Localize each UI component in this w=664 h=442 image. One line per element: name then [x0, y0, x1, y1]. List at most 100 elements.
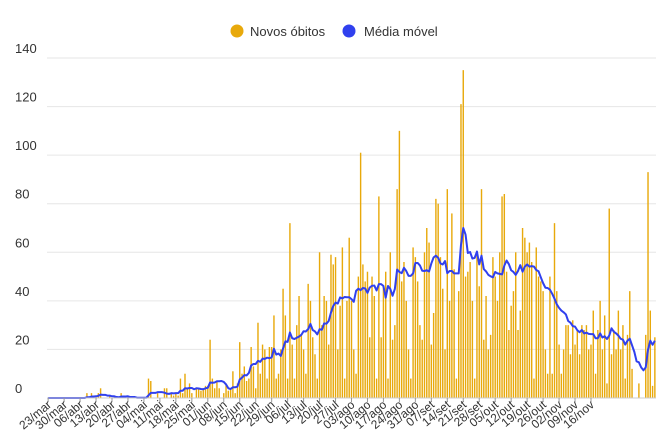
bar-novos-obitos: [581, 325, 583, 398]
bar-novos-obitos: [346, 300, 348, 398]
bar-novos-obitos: [583, 330, 585, 398]
bar-novos-obitos: [182, 393, 184, 398]
bar-novos-obitos: [603, 315, 606, 398]
bar-novos-obitos: [387, 378, 389, 398]
bar-novos-obitos: [186, 388, 188, 398]
bar-novos-obitos: [300, 334, 303, 398]
bar-novos-obitos: [375, 378, 378, 398]
bar-novos-obitos: [610, 354, 613, 398]
bar-novos-obitos: [521, 228, 524, 398]
bar-novos-obitos: [464, 276, 467, 398]
bar-novos-obitos: [259, 373, 261, 398]
bar-novos-obitos: [565, 325, 567, 398]
bar-novos-obitos: [357, 276, 360, 398]
bar-novos-obitos: [307, 283, 309, 398]
legend-item-media-movel[interactable]: Média móvel: [342, 24, 438, 39]
bar-novos-obitos: [318, 252, 321, 398]
bar-novos-obitos: [530, 262, 533, 398]
bar-novos-obitos: [325, 300, 328, 398]
bar-novos-obitos: [355, 373, 357, 398]
bar-novos-obitos: [282, 288, 284, 398]
bar-novos-obitos: [350, 300, 353, 398]
bar-novos-obitos: [293, 378, 296, 398]
bar-novos-obitos: [327, 344, 330, 398]
bar-novos-obitos: [503, 194, 506, 398]
bar-novos-obitos: [405, 300, 407, 398]
bar-novos-obitos: [455, 378, 458, 398]
bar-novos-obitos: [252, 366, 255, 398]
bar-novos-obitos: [430, 344, 433, 398]
bar-novos-obitos: [597, 330, 599, 398]
bar-novos-obitos: [492, 257, 494, 398]
x-axis: 23/mar30/mar06/abr13/abr20/abr27/abr04/m…: [16, 397, 656, 432]
bar-novos-obitos: [147, 378, 150, 398]
bar-novos-obitos: [362, 264, 364, 398]
bar-novos-obitos: [248, 378, 250, 398]
bar-novos-obitos: [284, 315, 287, 398]
bar-novos-obitos: [576, 330, 579, 398]
bar-novos-obitos: [343, 378, 346, 398]
bar-novos-obitos: [649, 310, 652, 398]
bar-novos-obitos: [177, 395, 179, 398]
legend-marker-media-movel: [342, 24, 356, 38]
bar-novos-obitos: [626, 334, 629, 398]
bar-novos-obitos: [629, 291, 631, 398]
bar-novos-obitos: [332, 264, 334, 398]
legend-item-novos-obitos[interactable]: Novos óbitos: [230, 24, 326, 39]
bar-novos-obitos: [494, 276, 496, 398]
bar-novos-obitos: [453, 269, 455, 398]
bar-novos-obitos: [236, 383, 239, 398]
bar-novos-obitos: [558, 344, 560, 398]
bar-novos-obitos: [312, 337, 314, 398]
y-tick-label: 0: [15, 381, 22, 396]
bar-novos-obitos: [309, 300, 312, 398]
bar-novos-obitos: [371, 276, 373, 398]
bar-novos-obitos: [286, 378, 289, 398]
bar-novos-obitos: [339, 305, 341, 398]
bar-novos-obitos: [266, 378, 268, 398]
bar-novos-obitos: [444, 349, 446, 398]
bar-novos-obitos: [553, 223, 556, 398]
bar-novos-obitos: [457, 291, 460, 398]
bar-novos-obitos: [599, 300, 601, 398]
bar-novos-obitos: [398, 130, 401, 398]
bar-novos-obitos: [588, 349, 590, 398]
bar-novos-obitos: [512, 291, 515, 398]
bar-novos-obitos: [508, 330, 510, 398]
bar-novos-obitos: [437, 203, 439, 398]
legend-label-novos-obitos: Novos óbitos: [250, 24, 326, 39]
bar-novos-obitos: [414, 257, 417, 398]
legend-marker-novos-obitos: [230, 24, 244, 38]
bar-novos-obitos: [400, 281, 403, 398]
bar-novos-obitos: [373, 296, 376, 398]
bar-novos-obitos: [197, 388, 200, 398]
bar-novos-obitos: [369, 337, 371, 398]
bar-novos-obitos: [403, 262, 405, 398]
bar-novos-obitos: [544, 349, 547, 398]
bar-novos-obitos: [439, 257, 442, 398]
bar-novos-obitos: [542, 291, 544, 398]
legend: Novos óbitos Média móvel: [230, 24, 438, 39]
bar-novos-obitos: [289, 223, 291, 398]
bar-novos-obitos: [423, 252, 426, 398]
legend-label-media-movel: Média móvel: [364, 24, 438, 39]
bar-novos-obitos: [321, 325, 323, 398]
bar-novos-obitos: [184, 373, 186, 398]
bar-novos-obitos: [202, 388, 204, 398]
bar-novos-obitos: [191, 393, 193, 398]
bar-novos-obitos: [334, 257, 337, 398]
bar-novos-obitos: [533, 378, 535, 398]
bar-novos-obitos: [624, 378, 626, 398]
bar-novos-obitos: [99, 388, 102, 398]
line-media-movel: [48, 227, 656, 399]
bar-novos-obitos: [305, 373, 307, 398]
bar-novos-obitos: [291, 344, 293, 398]
bar-novos-obitos: [234, 393, 236, 398]
bar-novos-obitos: [270, 347, 273, 398]
bar-novos-obitos: [380, 337, 382, 398]
bar-novos-obitos: [432, 313, 435, 398]
bar-novos-obitos: [590, 344, 592, 398]
bar-novos-obitos: [261, 344, 264, 398]
bar-novos-obitos: [535, 247, 537, 398]
bar-novos-obitos: [239, 342, 241, 398]
